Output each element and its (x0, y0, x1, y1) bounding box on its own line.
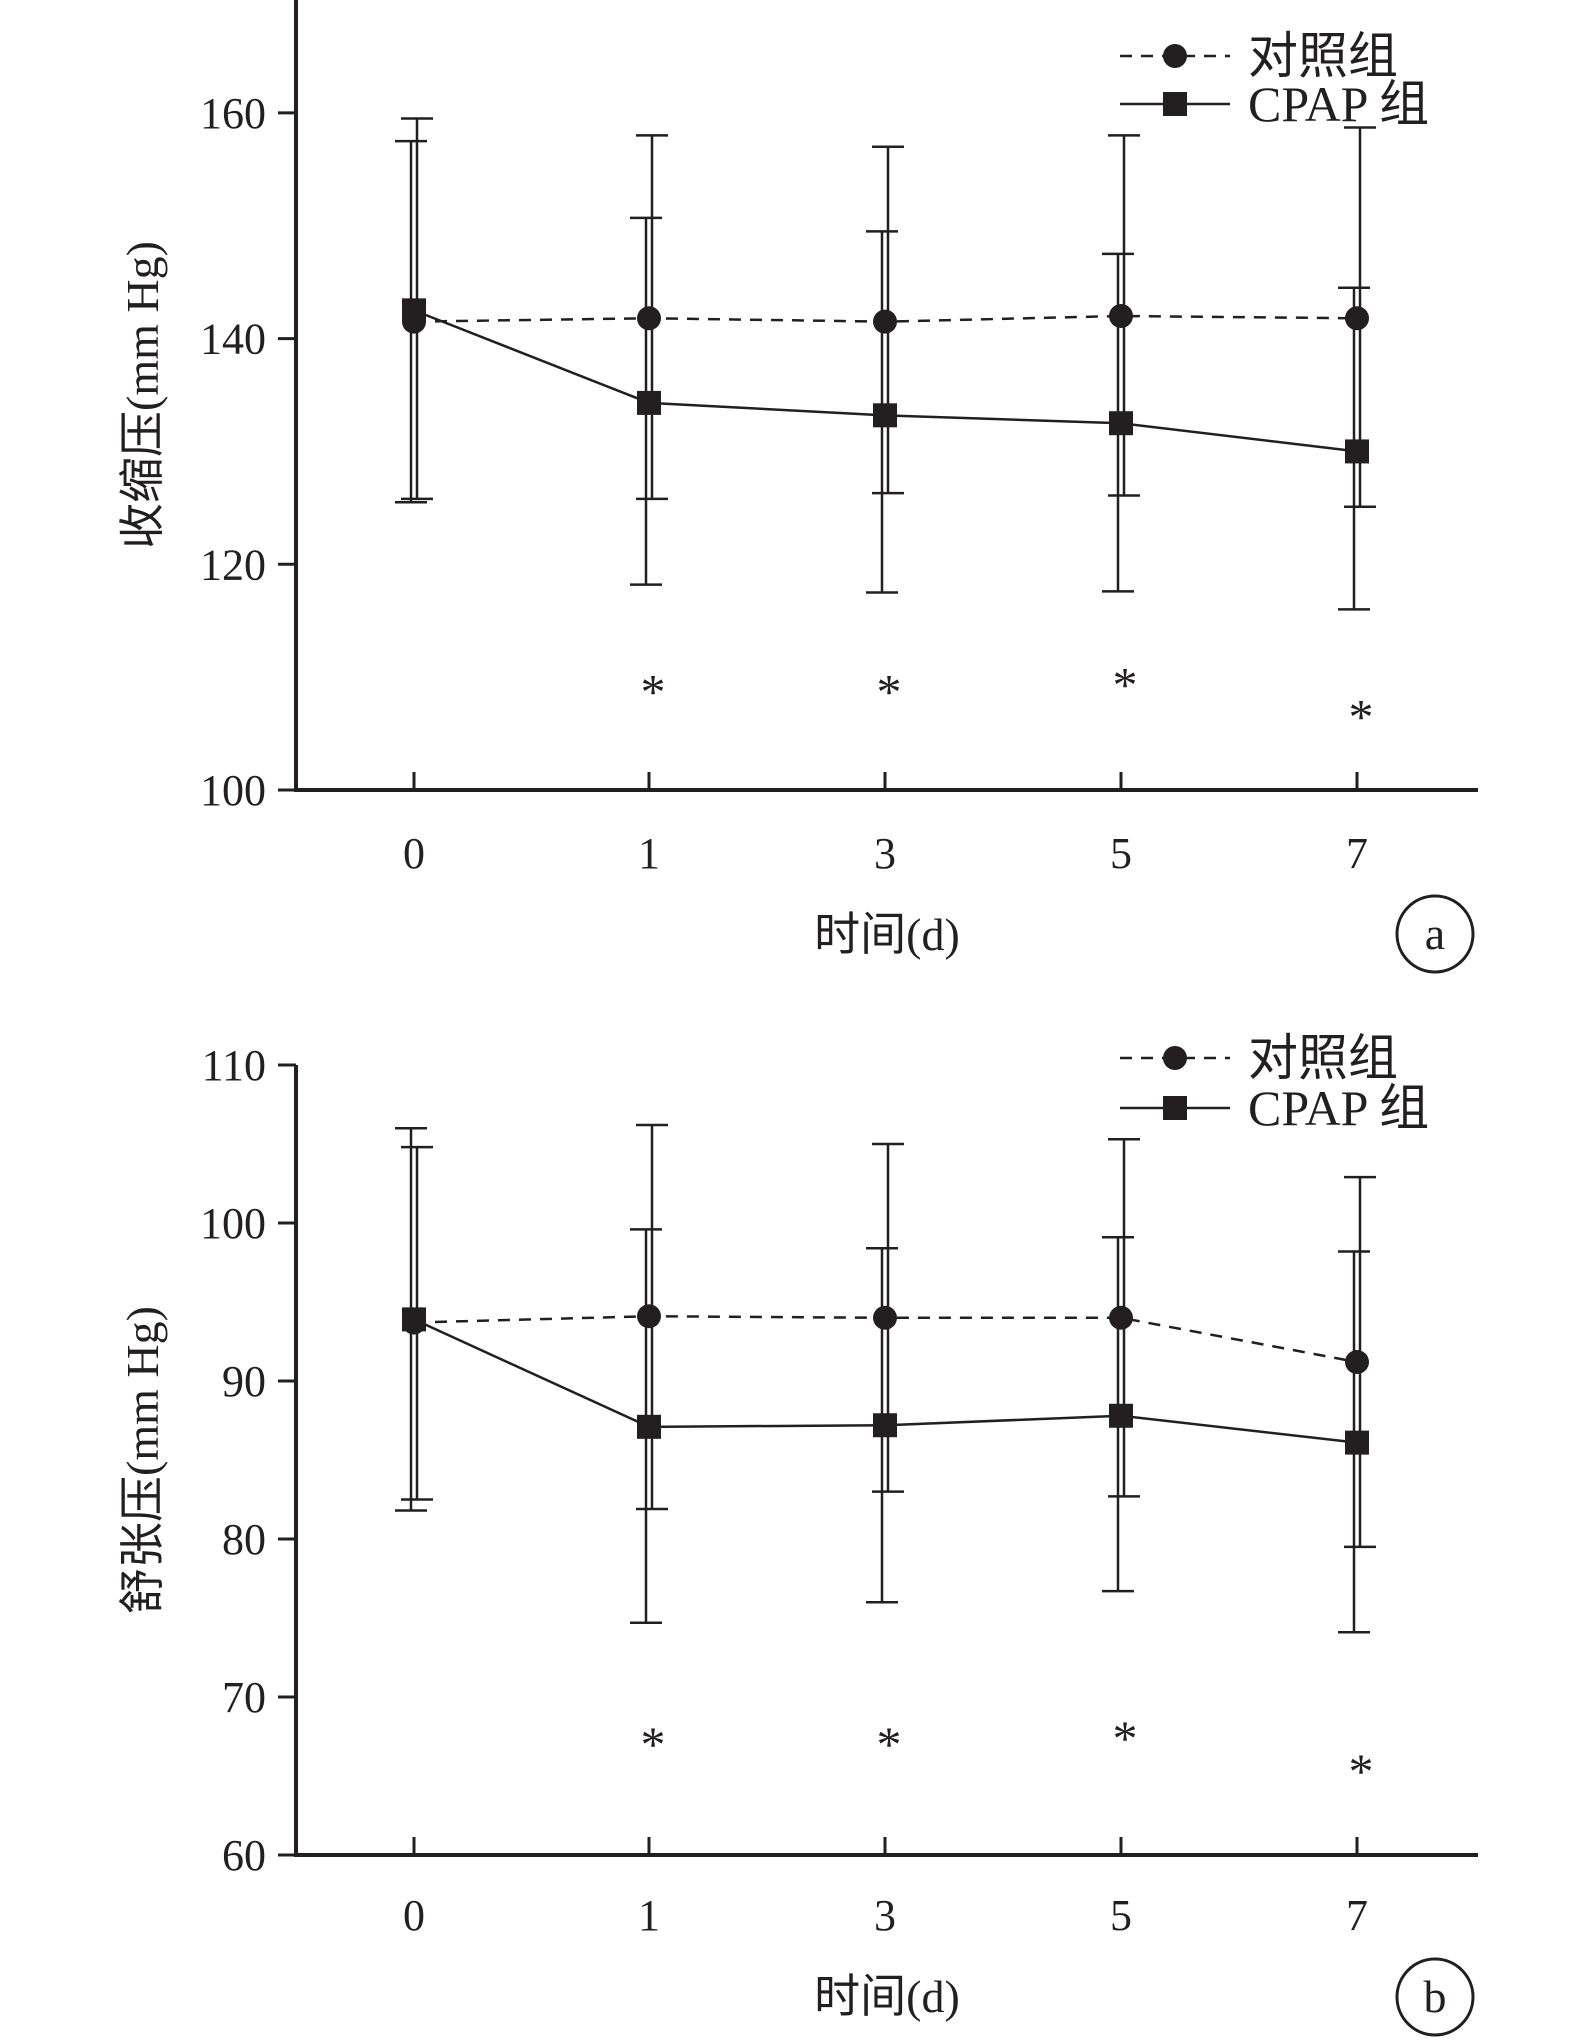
significance-marker: * (641, 1716, 666, 1772)
chart-panel-a: 100 120 140 160 0 1 3 5 7 时间(d) 收缩压(mm Hg) * * * * 对照组C… (117, 0, 1478, 974)
significance-marker: * (1349, 688, 1374, 744)
series-cpap (401, 117, 1376, 508)
legend-label-control: 对照组 (1248, 1030, 1398, 1086)
y-tick-label: 90 (222, 1357, 266, 1406)
panel-letter: a (1425, 908, 1445, 959)
data-point-square (1109, 411, 1133, 436)
x-axis-title: 时间(d) (814, 909, 960, 960)
x-tick-label: 3 (874, 829, 896, 878)
legend-label-cpap: CPAP 组 (1248, 1080, 1429, 1136)
x-tick-label: 7 (1346, 1891, 1368, 1940)
x-tick-label: 0 (403, 829, 425, 878)
y-tick-label: 120 (200, 540, 266, 589)
data-point-circle (1345, 306, 1369, 331)
panel-badge: b (1395, 1957, 1475, 2037)
panel-badge: a (1395, 894, 1475, 974)
y-tick-label: 110 (202, 1041, 266, 1090)
data-point-square (402, 298, 426, 323)
data-point-circle (1109, 1305, 1133, 1330)
data-point-circle (1109, 304, 1133, 328)
x-tick-label: 1 (638, 1891, 660, 1940)
data-point-square (1345, 1430, 1369, 1455)
significance-marker: * (877, 663, 902, 719)
data-point-square (1345, 439, 1369, 464)
x-tick-label: 1 (638, 829, 660, 878)
x-tick-label: 3 (874, 1891, 896, 1940)
significance-marker: * (641, 663, 666, 719)
legend-label-cpap: CPAP 组 (1248, 76, 1429, 132)
legend-marker-control (1163, 44, 1187, 68)
legend-marker-control (1163, 1046, 1187, 1070)
y-axis-title: 收缩压(mm Hg) (117, 241, 168, 549)
series-control (395, 139, 1370, 611)
series-cpap (401, 1123, 1376, 1549)
data-point-square (402, 1307, 426, 1332)
data-point-circle (873, 309, 897, 334)
y-tick-label: 70 (222, 1673, 266, 1722)
y-tick-label: 160 (200, 89, 266, 138)
y-axis-title: 舒张压(mm Hg) (117, 1306, 168, 1614)
legend-label-control: 对照组 (1248, 28, 1398, 84)
x-axis-title: 时间(d) (814, 1971, 960, 2022)
x-tick-label: 7 (1346, 829, 1368, 878)
y-tick-label: 80 (222, 1515, 266, 1564)
y-tick-label: 60 (222, 1831, 266, 1880)
legend-marker-cpap (1163, 1096, 1187, 1120)
y-tick-label: 140 (200, 315, 266, 364)
significance-marker: * (877, 1716, 902, 1772)
data-point-square (873, 403, 897, 428)
data-point-square (637, 390, 661, 415)
data-point-circle (637, 306, 661, 331)
panel-badge-circle (1395, 894, 1475, 974)
y-tick-label: 100 (200, 1199, 266, 1248)
chart-panel-b: 60 70 80 90 100 110 0 1 3 5 7 时间(d) 舒张压(mm Hg) * * * * 对照… (117, 1030, 1478, 2037)
x-tick-label: 5 (1110, 829, 1132, 878)
panel-letter: b (1424, 1971, 1447, 2022)
data-point-circle (1345, 1350, 1369, 1375)
data-point-square (1109, 1403, 1133, 1428)
significance-marker: * (1113, 657, 1138, 713)
data-point-square (873, 1413, 897, 1438)
data-point-square (637, 1414, 661, 1439)
panel-badge-circle (1395, 1957, 1475, 2037)
data-point-circle (873, 1305, 897, 1330)
series-control (395, 1126, 1370, 1634)
x-tick-label: 0 (403, 1891, 425, 1940)
x-tick-label: 5 (1110, 1891, 1132, 1940)
significance-marker: * (1349, 1743, 1374, 1799)
legend-marker-cpap (1163, 92, 1187, 116)
data-point-circle (637, 1304, 661, 1329)
y-tick-label: 100 (200, 766, 266, 815)
significance-marker: * (1113, 1710, 1138, 1766)
